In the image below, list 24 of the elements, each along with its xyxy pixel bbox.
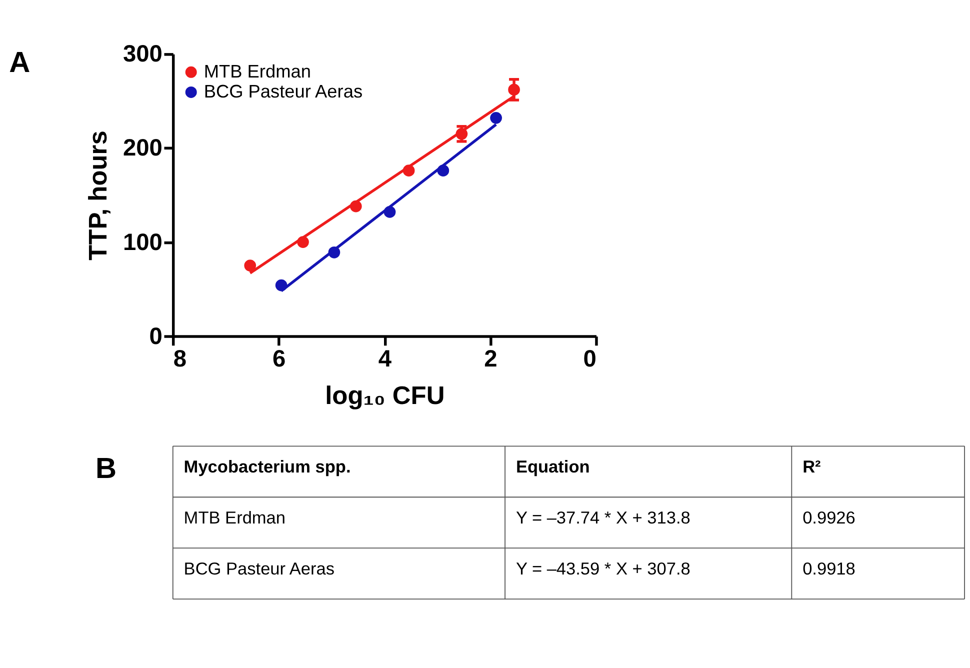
legend-label: MTB Erdman [204, 62, 311, 82]
x-tick-label: 0 [583, 346, 596, 373]
y-tick-label: 300 [122, 42, 162, 68]
text: Y = –37.74 * X + 313.8 [516, 508, 690, 528]
y-tick-label: 0 [149, 324, 162, 350]
text: B [96, 453, 117, 486]
y-axis-title: TTP, hours [84, 130, 113, 260]
category-label: Mycobacterium spp. [184, 456, 351, 477]
x-tick-label: 6 [272, 346, 286, 373]
x-axis-title: log₁₀ CFU [325, 382, 445, 410]
text: 0.9918 [802, 558, 856, 578]
y-tick-label: 200 [122, 136, 162, 162]
y-tick-label: 100 [122, 230, 162, 256]
x-tick-label: 8 [173, 346, 186, 373]
legend-label: BCG Pasteur Aeras [204, 82, 363, 102]
x-tick-label: 4 [378, 346, 392, 373]
text: 0.9926 [802, 508, 856, 528]
category-label: BCG Pasteur Aeras [184, 558, 334, 578]
category-label: R² [802, 456, 822, 477]
text: Y = –43.59 * X + 307.8 [516, 558, 690, 578]
x-tick-label: 2 [484, 346, 498, 373]
category-label: MTB Erdman [184, 508, 286, 528]
category-label: Equation [516, 456, 590, 477]
text: A [9, 47, 30, 80]
